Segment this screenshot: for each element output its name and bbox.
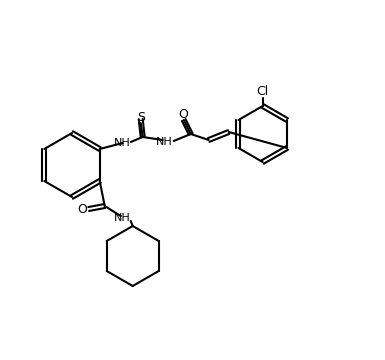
Text: O: O [178,108,187,121]
Text: NH: NH [156,137,173,147]
Text: S: S [137,111,145,123]
Text: NH: NH [114,213,131,223]
Text: Cl: Cl [256,85,269,98]
Text: NH: NH [114,138,131,148]
Text: O: O [77,202,87,216]
